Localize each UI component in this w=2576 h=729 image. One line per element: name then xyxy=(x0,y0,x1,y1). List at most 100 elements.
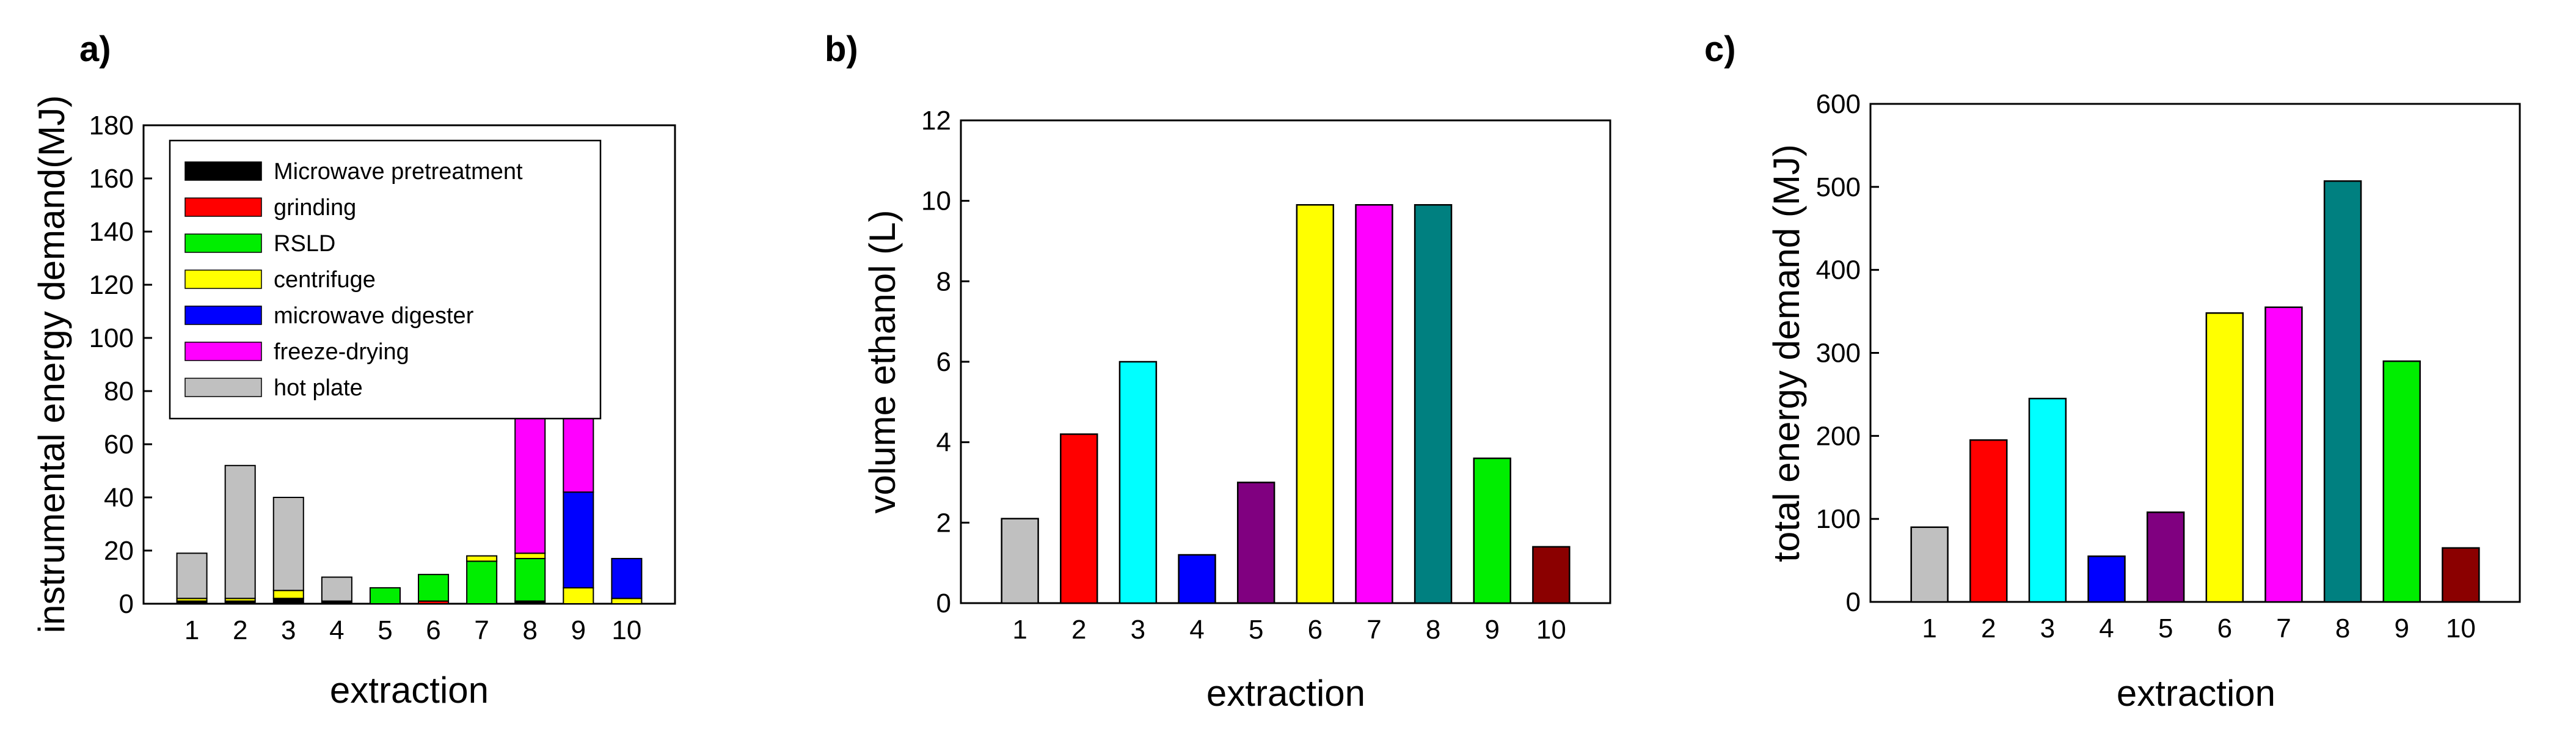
panel-c-plot-frame xyxy=(1869,103,2521,603)
bar-segment-hot-plate xyxy=(176,552,208,599)
bar xyxy=(2028,397,2067,603)
legend-label: centrifuge xyxy=(274,267,376,293)
x-tick-label: 9 xyxy=(1484,615,1499,645)
panel-a-plot-frame xyxy=(142,124,676,605)
y-tick-label: 10 xyxy=(921,186,951,216)
panel-c-x-axis: 1 2 3 4 5 6 7 8 9 10 xyxy=(1922,593,2476,643)
legend-swatch xyxy=(184,161,262,181)
legend-swatch xyxy=(184,378,262,397)
bar-segment-hot-plate xyxy=(224,464,256,599)
bar xyxy=(2205,312,2244,603)
y-tick-label: 300 xyxy=(1816,339,1861,368)
y-tick-label: 0 xyxy=(119,589,134,619)
x-tick-label: 4 xyxy=(1189,615,1204,645)
panel-a-legend: Microwave pretreatment grinding RSLD centri… xyxy=(169,139,602,420)
x-tick-label: 7 xyxy=(1366,615,1381,645)
panel-b-label: b) xyxy=(825,29,858,69)
bar-segment-rsld xyxy=(369,587,401,605)
bar xyxy=(1001,518,1039,604)
y-tick-label: 4 xyxy=(936,428,951,458)
bar-segment-hot-plate xyxy=(272,497,304,592)
x-tick-label: 10 xyxy=(611,615,641,645)
bar xyxy=(1178,554,1216,604)
y-tick-label: 8 xyxy=(936,266,951,296)
bar-segment-rsld xyxy=(418,574,450,602)
x-tick-label: 4 xyxy=(329,615,344,645)
bar-segment-hot-plate xyxy=(321,576,352,602)
legend-swatch xyxy=(184,306,262,325)
bar xyxy=(1969,439,2008,603)
panel-a-x-axis-title: extraction xyxy=(330,670,489,711)
bar xyxy=(1236,482,1275,604)
legend-label: microwave digester xyxy=(274,303,474,329)
x-tick-label: 5 xyxy=(378,615,392,645)
x-tick-label: 10 xyxy=(1536,615,1566,645)
bar-segment-microwave-pretreatment xyxy=(272,598,304,604)
bar xyxy=(1296,204,1335,604)
x-tick-label: 6 xyxy=(426,615,440,645)
y-tick-label: 60 xyxy=(104,430,134,460)
x-tick-label: 10 xyxy=(2446,614,2476,643)
bar-segment-rsld xyxy=(466,560,498,605)
x-tick-label: 1 xyxy=(1012,615,1027,645)
y-tick-label: 12 xyxy=(921,106,951,136)
panel-b-bars xyxy=(1001,204,1571,604)
panel-a-label: a) xyxy=(79,29,111,69)
bar-segment-centrifuge xyxy=(563,587,594,605)
x-tick-label: 2 xyxy=(233,615,247,645)
bar xyxy=(1118,361,1158,604)
bar xyxy=(1910,526,1949,603)
x-tick-label: 5 xyxy=(1249,615,1263,645)
y-tick-label: 180 xyxy=(89,111,134,141)
legend-swatch xyxy=(184,342,262,361)
y-tick-label: 500 xyxy=(1816,172,1861,202)
y-tick-label: 0 xyxy=(1846,587,1861,617)
panel-b-plot-frame xyxy=(960,119,1611,604)
y-tick-label: 6 xyxy=(936,347,951,377)
x-tick-label: 6 xyxy=(2217,614,2232,643)
legend-swatch xyxy=(184,233,262,253)
y-tick-label: 120 xyxy=(89,270,134,300)
x-tick-label: 3 xyxy=(1131,615,1145,645)
panel-c-x-axis-title: extraction xyxy=(2117,673,2275,714)
x-tick-label: 7 xyxy=(474,615,489,645)
x-tick-label: 2 xyxy=(1071,615,1086,645)
bar xyxy=(1414,204,1453,604)
legend-label: grinding xyxy=(274,195,356,221)
legend-label: hot plate xyxy=(274,375,363,401)
x-tick-label: 3 xyxy=(281,615,296,645)
x-tick-label: 9 xyxy=(2394,614,2409,643)
bar-segment-microwave-digester xyxy=(611,558,643,599)
y-tick-label: 140 xyxy=(89,217,134,247)
legend-swatch xyxy=(184,197,262,217)
panel-b-x-axis-title: extraction xyxy=(1206,673,1365,714)
legend-label: Microwave pretreatment xyxy=(274,159,523,185)
legend-label: RSLD xyxy=(274,231,335,257)
x-tick-label: 8 xyxy=(2335,614,2350,643)
panel-c-label: c) xyxy=(1704,29,1736,69)
panel-b-y-axis: 0 2 4 6 8 10 12 xyxy=(921,106,969,618)
bar-segment-centrifuge xyxy=(272,590,304,599)
bar xyxy=(1355,204,1393,604)
bar xyxy=(2264,306,2303,603)
panel-b-y-axis-title: volume ethanol (L) xyxy=(862,210,903,514)
legend-label: freeze-drying xyxy=(274,339,409,365)
bar-segment-rsld xyxy=(514,558,546,602)
panel-a-y-axis: 0 20 40 60 80 100 120 140 160 180 xyxy=(89,111,152,619)
y-tick-label: 20 xyxy=(104,536,134,566)
panel-c-y-axis-title: total energy demand (MJ) xyxy=(1766,144,1807,562)
x-tick-label: 8 xyxy=(522,615,537,645)
y-tick-label: 400 xyxy=(1816,255,1861,285)
bar xyxy=(2146,511,2185,603)
y-tick-label: 200 xyxy=(1816,421,1861,451)
bar xyxy=(2087,555,2126,603)
bar-segment-centrifuge xyxy=(611,598,643,604)
bar-segment-centrifuge xyxy=(514,552,546,560)
y-tick-label: 600 xyxy=(1816,89,1861,119)
x-tick-label: 5 xyxy=(2158,614,2173,643)
x-tick-label: 4 xyxy=(2099,614,2114,643)
x-tick-label: 7 xyxy=(2276,614,2291,643)
bar xyxy=(1532,546,1571,604)
